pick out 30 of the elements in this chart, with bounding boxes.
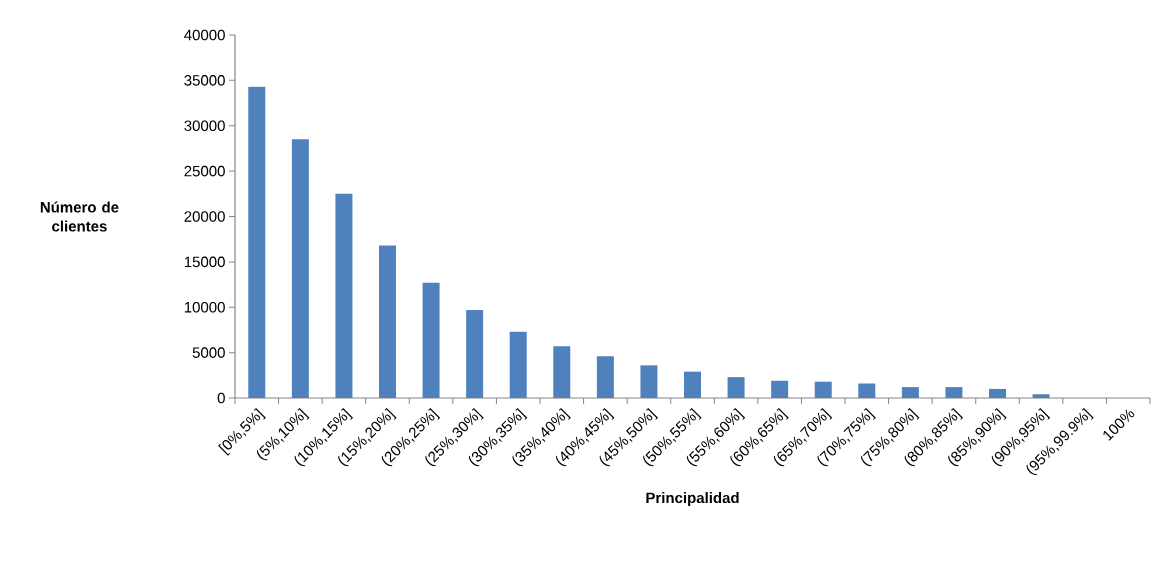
y-tick-label: 10000 (184, 301, 225, 313)
bar (684, 371, 701, 398)
y-tick-label: 20000 (184, 211, 225, 222)
bar (771, 380, 789, 398)
bar (466, 309, 484, 398)
y-tick-label: 15000 (184, 256, 225, 268)
y-tick-label: 35000 (184, 75, 225, 86)
y-tick-label: 5000 (192, 347, 225, 358)
y-tick-label: 0 (217, 392, 225, 404)
bar (291, 139, 309, 398)
bar (422, 282, 440, 398)
bar (1032, 394, 1050, 398)
bar (509, 331, 527, 398)
bar (858, 383, 876, 398)
y-tick-label: 25000 (184, 165, 225, 177)
bar (945, 387, 963, 398)
x-axis-title: Principalidad (646, 492, 739, 507)
bar (248, 86, 266, 398)
bar (335, 193, 353, 398)
bar (379, 245, 396, 398)
bar (553, 346, 571, 398)
y-axis-title: Número de clientes (40, 201, 119, 232)
bar (814, 381, 832, 398)
bar (901, 387, 919, 398)
bar (989, 388, 1007, 398)
y-tick-label: 40000 (184, 29, 225, 41)
y-tick-label: 30000 (184, 120, 225, 132)
bar (727, 377, 745, 398)
bar (640, 365, 658, 398)
bar (596, 356, 614, 398)
